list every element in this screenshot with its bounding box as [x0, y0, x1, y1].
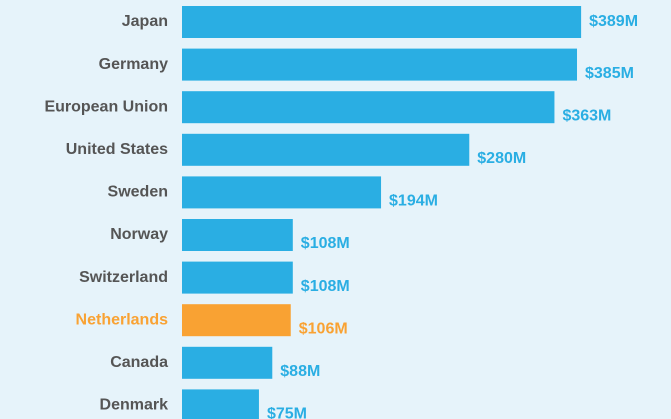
bar: [182, 346, 273, 379]
category-label: Sweden: [108, 184, 168, 201]
bar: [182, 261, 293, 294]
category-label: Germany: [99, 56, 168, 73]
value-label: $280M: [477, 150, 526, 167]
value-label: $108M: [301, 235, 350, 252]
value-label: $106M: [299, 320, 348, 337]
value-label: $385M: [585, 65, 634, 82]
value-label: $108M: [301, 278, 350, 295]
bar: [182, 6, 582, 38]
category-label: Canada: [110, 354, 168, 371]
category-label: Switzerland: [79, 269, 168, 286]
bar: [182, 48, 578, 81]
category-label: Japan: [122, 13, 168, 30]
bar: [182, 133, 470, 166]
bar: [182, 304, 291, 337]
value-label: $75M: [267, 406, 307, 419]
category-label: Netherlands: [76, 311, 169, 328]
value-label: $88M: [280, 363, 320, 380]
value-label: $363M: [562, 107, 611, 124]
bar: [182, 176, 382, 209]
category-label: Denmark: [100, 397, 169, 414]
category-label: United States: [66, 141, 168, 158]
category-label: European Union: [44, 98, 168, 115]
value-label: $194M: [389, 193, 438, 210]
bar: [182, 91, 555, 124]
bar: [182, 219, 293, 251]
category-label: Norway: [110, 226, 168, 243]
value-label: $389M: [589, 13, 638, 30]
bar: [182, 389, 259, 419]
